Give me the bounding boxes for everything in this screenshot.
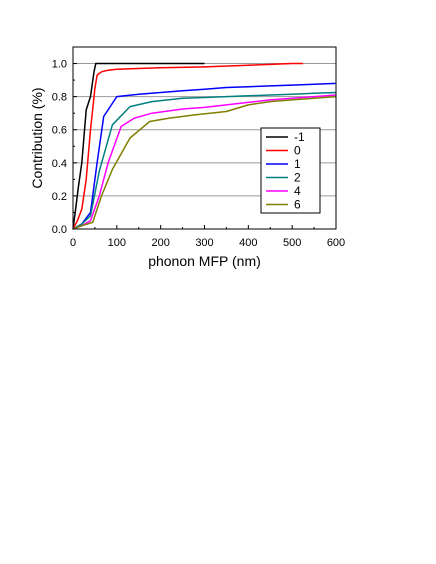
series-group xyxy=(72,62,337,230)
y-tick-label: 1.0 xyxy=(52,59,67,71)
legend-label: 1 xyxy=(294,157,301,171)
y-tick-label: 0.8 xyxy=(52,92,67,104)
legend-label: 2 xyxy=(294,171,301,185)
series-line-5 xyxy=(72,95,337,230)
legend-label: 4 xyxy=(294,184,301,198)
series-line-0 xyxy=(72,62,205,230)
x-tick-label: 500 xyxy=(283,237,301,249)
legend-label: 6 xyxy=(294,198,301,212)
x-tick-label: 0 xyxy=(70,237,76,249)
series-line-3 xyxy=(72,91,337,230)
y-tick-label: 0.6 xyxy=(52,125,67,137)
series-line-1 xyxy=(72,62,304,230)
y-tick-label: 0.2 xyxy=(52,191,67,203)
series-line-2 xyxy=(72,82,337,230)
y-tick-label: 0.0 xyxy=(52,224,67,236)
x-tick-label: 300 xyxy=(195,237,213,249)
legend-box xyxy=(260,127,321,214)
x-tick-label: 100 xyxy=(108,237,126,249)
y-tick-label: 0.4 xyxy=(52,158,67,170)
legend-label: 0 xyxy=(294,144,301,158)
x-tick-label: 400 xyxy=(239,237,257,249)
x-axis-title: phonon MFP (nm) xyxy=(148,253,261,269)
y-axis-title: Contribution (%) xyxy=(29,87,45,188)
x-tick-label: 600 xyxy=(327,237,345,249)
x-tick-label: 200 xyxy=(151,237,169,249)
axis-ticks: 0 100 200 300 400 500 600 0.0 0.2 0.4 0.6 0.8 1.0 xyxy=(52,59,345,249)
series-line-4 xyxy=(72,94,337,230)
legend-label: -1 xyxy=(294,130,305,144)
